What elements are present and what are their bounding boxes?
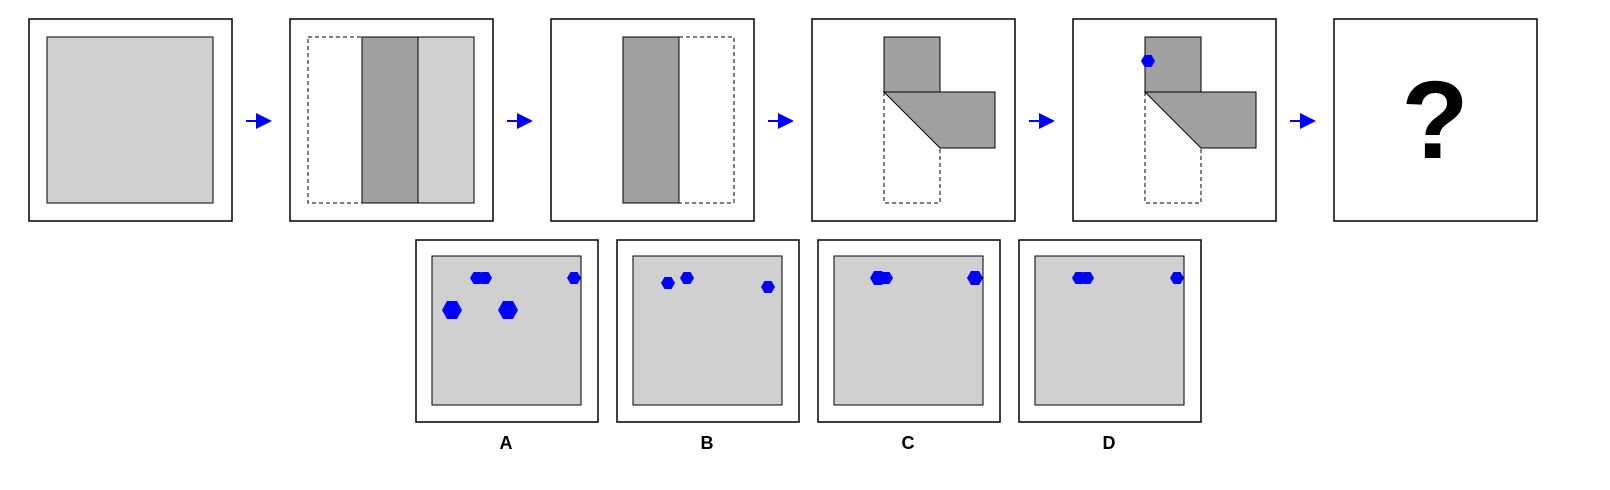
option-d-paper	[1034, 255, 1185, 406]
step-5-folded-flap	[1143, 91, 1257, 149]
option-b-hole	[761, 281, 775, 293]
step-1-panel	[28, 18, 233, 222]
option-a-hole	[442, 301, 462, 319]
step-1-paper	[46, 36, 214, 204]
step-5-hole	[1141, 55, 1155, 67]
step-2-panel	[289, 18, 494, 222]
option-b-paper	[632, 255, 783, 406]
option-a-label: A	[500, 433, 513, 453]
step-4-top-strip	[883, 36, 941, 93]
option-c-label: C	[902, 433, 915, 453]
question-mark: ?	[1401, 59, 1468, 182]
option-d[interactable]: D	[1018, 239, 1202, 453]
step-5-panel	[1072, 18, 1277, 222]
step-5-top-strip	[1144, 36, 1202, 93]
option-a-paper	[431, 255, 582, 406]
step-6-panel: ?	[1333, 18, 1538, 222]
option-c-paper	[833, 255, 984, 406]
option-b-hole	[661, 277, 675, 289]
option-a-hole	[478, 272, 492, 284]
step-4-panel	[811, 18, 1016, 222]
option-a-hole	[498, 301, 518, 319]
step-2-folded-flap	[361, 36, 419, 204]
option-c-hole	[967, 271, 983, 285]
step-6-frame	[1333, 18, 1538, 222]
option-d-label: D	[1103, 433, 1116, 453]
option-c[interactable]: C	[817, 239, 1001, 453]
option-b[interactable]: B	[616, 239, 800, 453]
option-a[interactable]: A	[415, 239, 599, 453]
option-b-hole	[680, 272, 694, 284]
step-3-folded-strip	[622, 36, 680, 204]
option-d-hole	[1170, 272, 1184, 284]
step-4-folded-flap	[882, 91, 996, 149]
option-b-label: B	[701, 433, 714, 453]
step-3-panel	[550, 18, 755, 222]
option-d-hole	[1080, 272, 1094, 284]
option-c-hole	[879, 272, 893, 284]
option-a-hole	[567, 272, 581, 284]
